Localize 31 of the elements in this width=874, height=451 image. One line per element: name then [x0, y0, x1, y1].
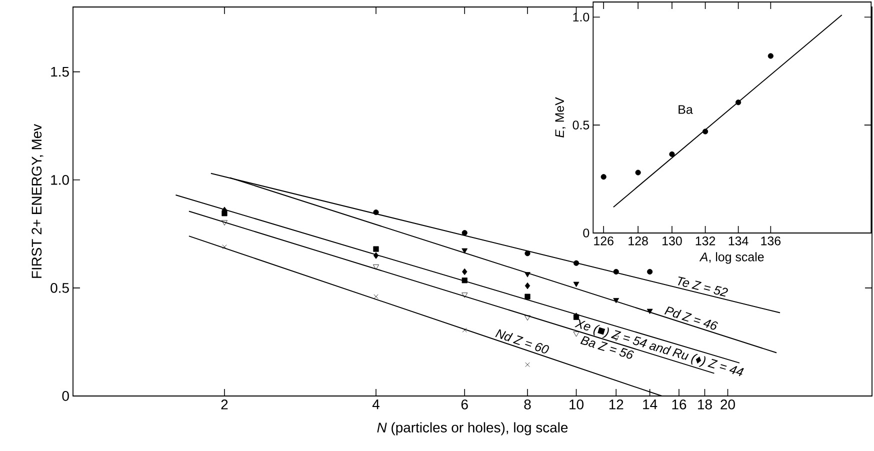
y-axis-title: E, MeV: [555, 97, 566, 138]
x-tick-label: 132: [696, 236, 716, 246]
y-axis-title: FIRST 2+ ENERGY, Mev: [32, 124, 44, 278]
x-tick-label: 128: [628, 236, 648, 246]
text: Nd Z = 60: [495, 329, 549, 354]
y-tick-label: 0.5: [572, 120, 590, 130]
text: Pd Z = 46: [664, 306, 718, 330]
x-tick-label: 8: [524, 400, 531, 410]
y-tick-label: 1.0: [573, 12, 590, 22]
x-tick-label: 126: [594, 236, 614, 246]
x-tick-label: 12: [609, 400, 624, 410]
y-tick-label: 0.5: [50, 282, 69, 293]
x-tick-label: 2: [221, 400, 228, 410]
x-tick-label: 130: [662, 236, 682, 246]
x-tick-label: 16: [672, 400, 686, 410]
y-tick-label: 0: [62, 391, 69, 401]
y-tick-label: 0: [583, 228, 590, 238]
x-axis-title: A, log scale: [699, 252, 764, 264]
x-tick-label: 20: [720, 400, 735, 410]
x-tick-label: 134: [728, 236, 748, 246]
x-tick-label: 14: [643, 400, 658, 410]
y-tick-label: 1.5: [51, 66, 69, 77]
series-label: Ba: [678, 105, 693, 114]
x-axis-title: N (particles or holes), log scale: [377, 422, 568, 436]
x-tick-label: 4: [372, 400, 380, 410]
x-tick-label: 18: [698, 400, 712, 410]
x-tick-label: 136: [761, 236, 781, 246]
x-tick-label: 6: [461, 400, 468, 410]
text: Te Z = 52: [678, 276, 728, 297]
y-tick-label: 1.0: [51, 174, 69, 185]
x-tick-label: 10: [570, 400, 584, 410]
